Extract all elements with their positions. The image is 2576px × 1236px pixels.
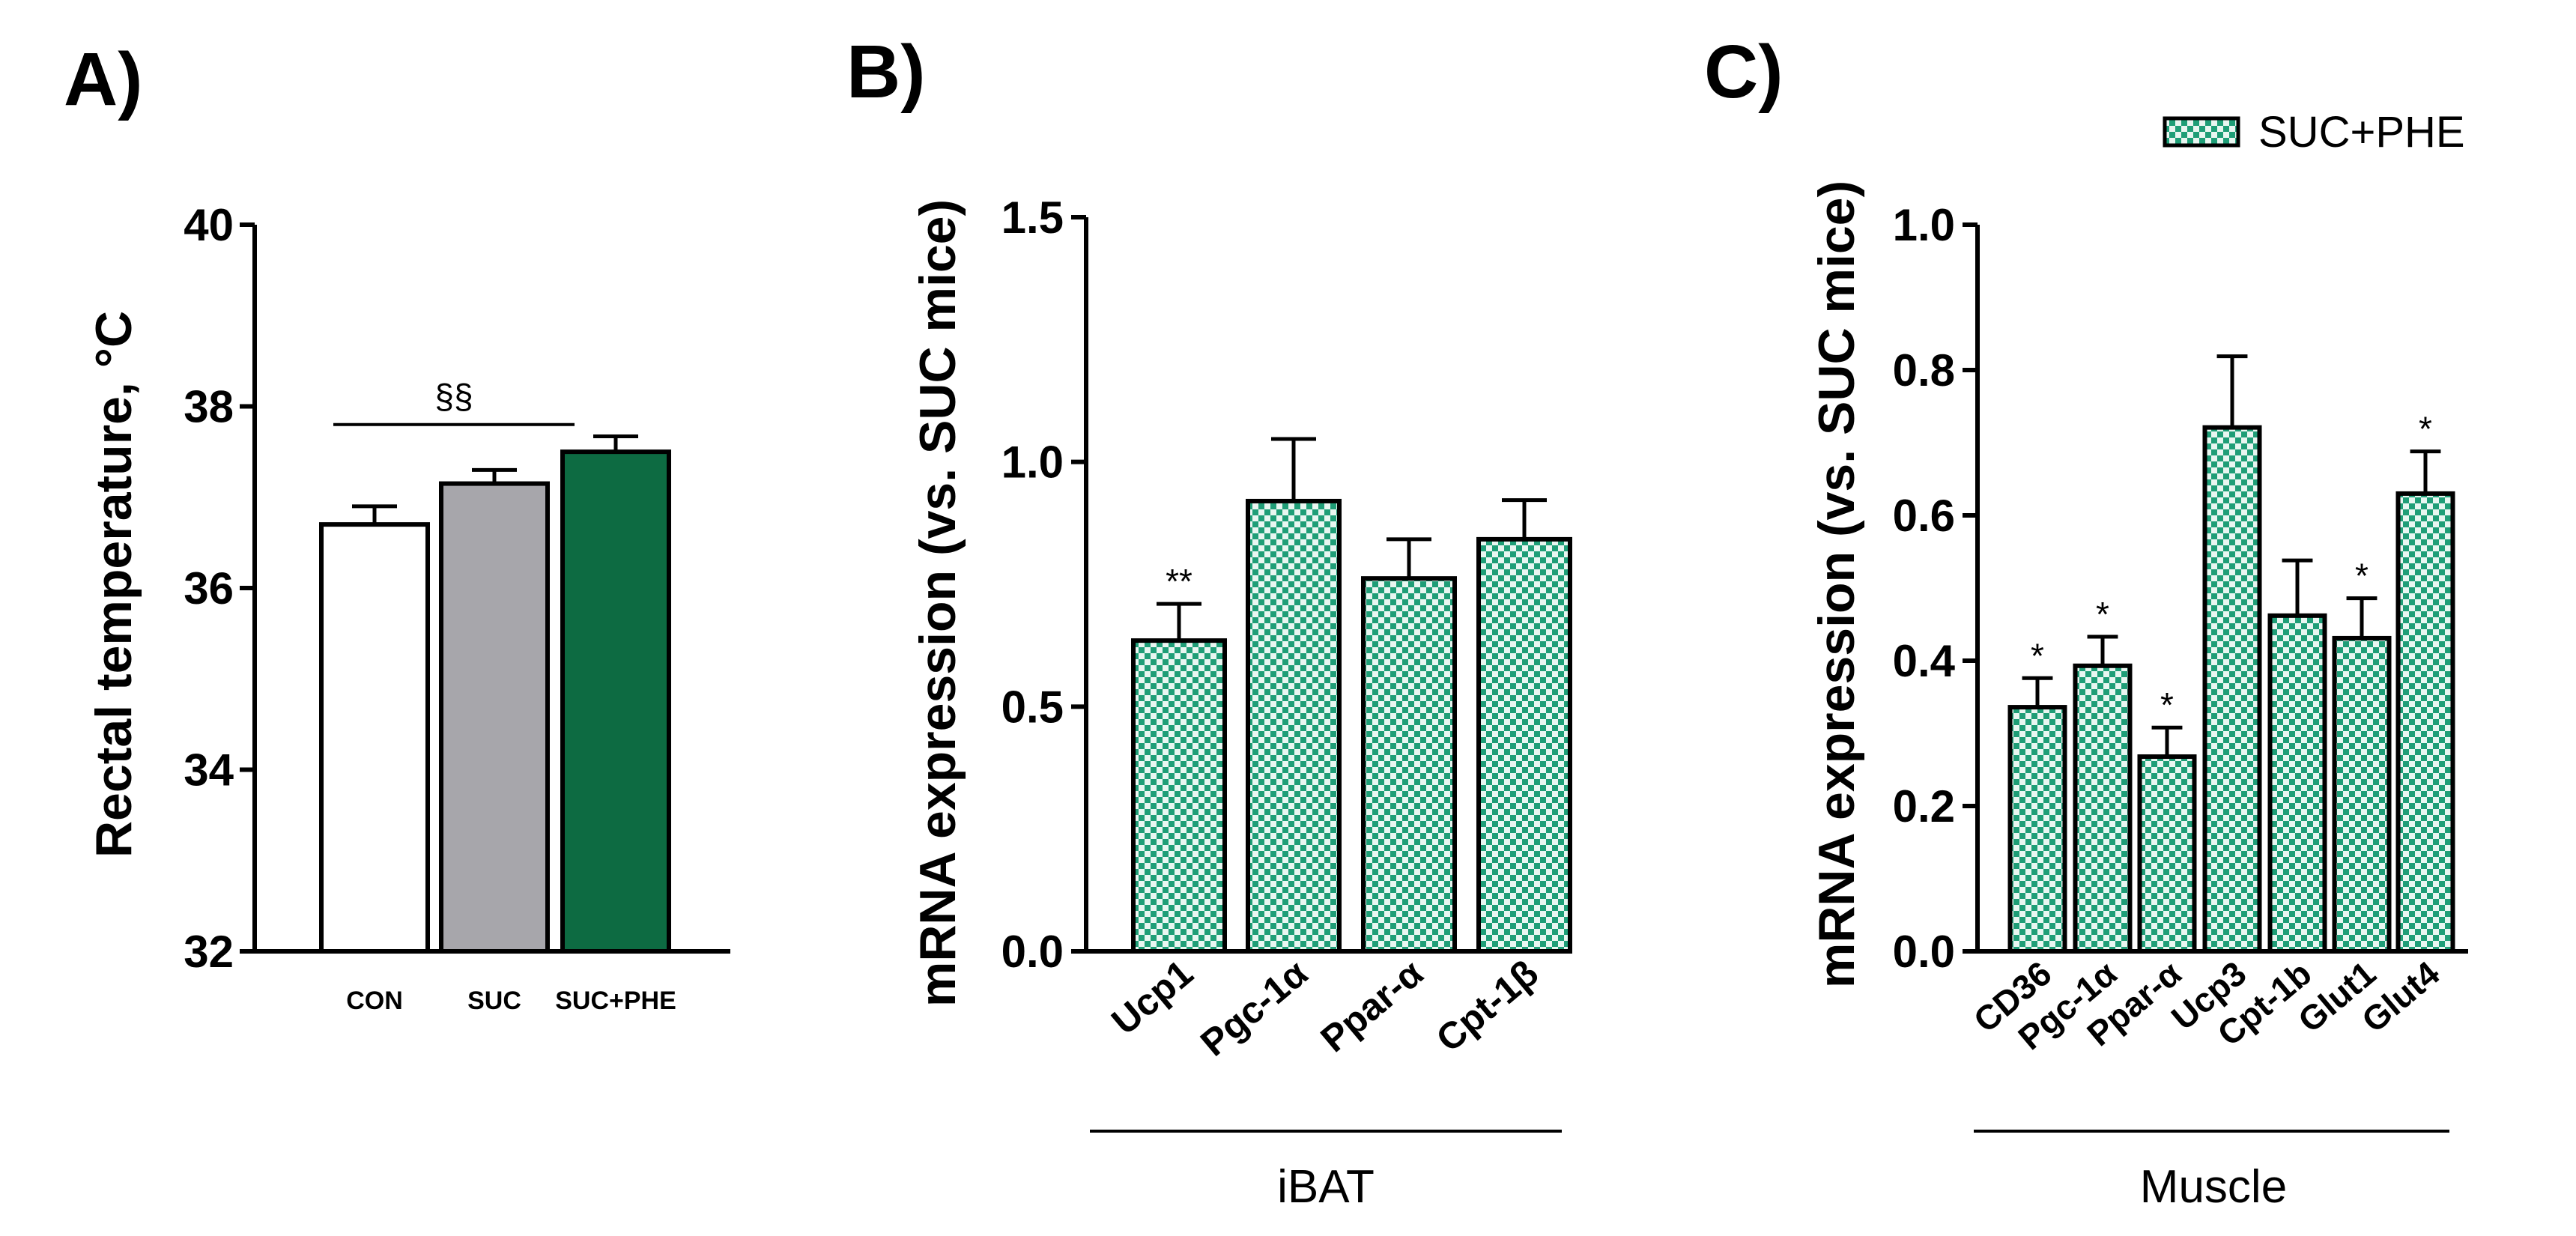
panel-a-bar-con: [319, 522, 430, 954]
panel-a-x-labels: CON SUC SUC+PHE: [346, 987, 676, 1015]
panel-a-x-label: CON: [346, 987, 403, 1015]
panel-c-significance-marks: * * * * *: [2031, 410, 2432, 725]
panel-c: C) mRNA expression (vs. SUC mice) 0.0 0.2…: [1704, 30, 2468, 1213]
panel-a-y-ticks: 32 34 36 38 40: [184, 200, 255, 977]
panel-b-x-label: Ucp1: [1103, 952, 1201, 1043]
panel-c-significance-mark: *: [2419, 410, 2432, 449]
panel-a-y-tick-label: 36: [184, 563, 234, 614]
panel-b-x-label: Pgc-1α: [1192, 951, 1315, 1064]
panel-c-y-tick-label: 0.8: [1893, 345, 1955, 396]
panel-c-error-bars: [2022, 354, 2441, 757]
panel-c-y-tick-label: 0.2: [1893, 781, 1955, 831]
panel-b-significance-mark: **: [1166, 562, 1192, 601]
legend-swatch: [2163, 116, 2240, 148]
panel-a-y-tick-label: 32: [184, 927, 234, 977]
panel-b-y-axis-title: mRNA expression (vs. SUC mice): [909, 199, 966, 1007]
panel-a-y-axis-title: Rectal temperature, °C: [85, 311, 142, 858]
panel-c-bar-glut4: [2395, 491, 2455, 954]
panel-c-label: C): [1704, 30, 1783, 114]
panel-c-bar-ppar-: [2137, 754, 2197, 954]
panel-b-y-ticks: 0.0 0.5 1.0 1.5: [1001, 193, 1086, 977]
legend-label: SUC+PHE: [2258, 108, 2465, 157]
panel-c-y-tick-label: 0.4: [1893, 636, 1956, 686]
panel-b-bar-cpt-1-: [1476, 536, 1572, 954]
panel-b-y-tick-label: 1.0: [1001, 437, 1064, 488]
panel-b-bar-pgc-1-: [1246, 498, 1342, 954]
panel-b-label: B): [846, 30, 926, 114]
panel-c-y-tick-label: 1.0: [1893, 200, 1955, 250]
panel-b-x-label: Cpt-1β: [1428, 952, 1546, 1061]
panel-a-y-tick-label: 34: [184, 745, 234, 796]
panel-c-bar-ucp3: [2202, 425, 2262, 954]
panel-a-error-bars: [352, 434, 638, 525]
panel-b-bar-ucp1: [1131, 638, 1227, 954]
panel-a-bars: [319, 449, 671, 954]
panel-a-y-tick-label: 40: [184, 200, 234, 250]
panel-c-significance-mark: *: [2031, 636, 2044, 675]
panel-b-y-tick-label: 0.0: [1001, 927, 1064, 977]
panel-c-significance-mark: *: [2160, 685, 2174, 724]
panel-a: A) Rectal temperature, °C 32 34 36 38 40 CON…: [64, 37, 730, 1015]
panel-a-x-label: SUC+PHE: [555, 987, 676, 1015]
panel-b-bar-ppar-: [1361, 576, 1457, 954]
panel-c-bar-pgc-1-: [2073, 663, 2133, 954]
panel-c-y-axis-title: mRNA expression (vs. SUC mice): [1808, 181, 1865, 988]
panel-c-group-label: Muscle: [2140, 1161, 2287, 1213]
panel-c-y-tick-label: 0.6: [1893, 491, 1955, 541]
panel-a-y-tick-label: 38: [184, 382, 234, 432]
panel-a-bar-suc-phe: [560, 449, 671, 954]
panel-c-y-tick-label: 0.0: [1893, 927, 1955, 977]
panel-c-significance-mark: *: [2355, 557, 2369, 596]
panel-a-x-label: SUC: [467, 987, 521, 1015]
panel-b-y-tick-label: 0.5: [1001, 682, 1064, 732]
panel-c-bars: [2007, 425, 2455, 954]
panel-b-x-label: Ppar-α: [1313, 951, 1431, 1060]
panel-b-group-label: iBAT: [1277, 1161, 1375, 1213]
panel-c-significance-mark: *: [2096, 595, 2109, 634]
panel-a-label: A): [64, 37, 143, 121]
panel-c-bar-cd36: [2007, 705, 2067, 954]
panel-c-bar-glut1: [2332, 635, 2392, 954]
panel-b-y-tick-label: 1.5: [1001, 193, 1064, 243]
panel-c-y-ticks: 0.0 0.2 0.4 0.6 0.8 1.0: [1893, 200, 1978, 977]
panel-c-bar-cpt-1b: [2267, 613, 2327, 954]
panel-b-bars: [1131, 498, 1572, 954]
panel-b-significance-marks: **: [1166, 562, 1192, 601]
legend: SUC+PHE: [2163, 108, 2465, 157]
panel-a-bar-suc: [439, 481, 550, 954]
panel-a-significance-mark: §§: [434, 377, 473, 416]
panel-b: B) mRNA expression (vs. SUC mice) 0.0 0.5…: [846, 30, 1572, 1213]
panel-b-error-bars: [1157, 437, 1547, 641]
